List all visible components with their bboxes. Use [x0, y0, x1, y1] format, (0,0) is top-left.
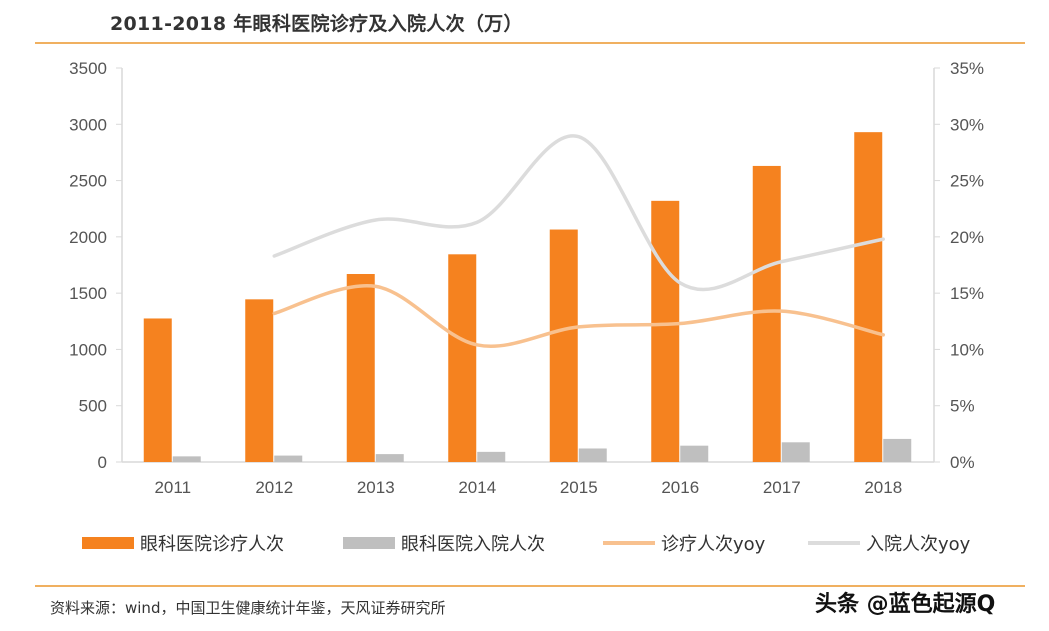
bar-visits — [752, 165, 781, 463]
x-tick-label: 2011 — [154, 478, 191, 497]
x-tick-label: 2012 — [255, 478, 293, 497]
left-tick-label: 500 — [79, 397, 107, 416]
legend-label: 眼科医院入院人次 — [401, 534, 545, 555]
right-tick-label: 0% — [950, 453, 975, 472]
bar-visits — [143, 318, 172, 462]
bar-admissions — [781, 442, 810, 462]
left-tick-label: 0 — [98, 453, 107, 472]
left-tick-label: 1500 — [69, 284, 107, 303]
legend-swatch — [343, 537, 395, 549]
bar-admissions — [375, 454, 404, 462]
left-tick-label: 3500 — [69, 59, 107, 78]
bar-visits — [651, 200, 680, 462]
bar-admissions — [883, 438, 912, 462]
x-tick-label: 2015 — [560, 478, 598, 497]
bar-visits — [346, 274, 375, 462]
right-tick-label: 35% — [950, 59, 984, 78]
left-tick-label: 2500 — [69, 172, 107, 191]
right-tick-label: 10% — [950, 340, 984, 359]
legend-label: 诊疗人次yoy — [661, 534, 766, 555]
right-tick-label: 20% — [950, 228, 984, 247]
x-tick-label: 2017 — [763, 478, 801, 497]
x-tick-label: 2013 — [357, 478, 395, 497]
x-tick-label: 2016 — [661, 478, 699, 497]
chart-title: 2011-2018 年眼科医院诊疗及入院人次（万） — [110, 13, 523, 35]
bar-visits — [245, 299, 274, 462]
watermark: 头条 @蓝色起源Q — [815, 592, 996, 617]
bar-admissions — [680, 445, 709, 462]
left-tick-label: 1000 — [69, 340, 107, 359]
x-tick-label: 2018 — [864, 478, 902, 497]
bar-admissions — [274, 455, 303, 462]
left-tick-label: 3000 — [69, 115, 107, 134]
right-tick-label: 15% — [950, 284, 984, 303]
bar-visits — [854, 132, 883, 462]
legend-label: 入院人次yoy — [866, 534, 971, 555]
left-tick-label: 2000 — [69, 228, 107, 247]
bar-admissions — [172, 456, 201, 462]
bar-admissions — [477, 451, 506, 462]
x-tick-label: 2014 — [458, 478, 496, 497]
bar-visits — [448, 254, 477, 462]
source-note: 资料来源：wind，中国卫生健康统计年鉴，天风证券研究所 — [50, 599, 446, 617]
footer-divider — [35, 585, 1025, 587]
legend-label: 眼科医院诊疗人次 — [140, 534, 284, 555]
bar-visits — [549, 229, 578, 462]
bar-admissions — [578, 448, 607, 462]
legend-swatch — [82, 537, 134, 549]
title-divider — [35, 42, 1025, 44]
line-admissions-yoy — [272, 134, 885, 292]
right-tick-label: 5% — [950, 397, 975, 416]
right-tick-label: 30% — [950, 115, 984, 134]
right-tick-label: 25% — [950, 172, 984, 191]
